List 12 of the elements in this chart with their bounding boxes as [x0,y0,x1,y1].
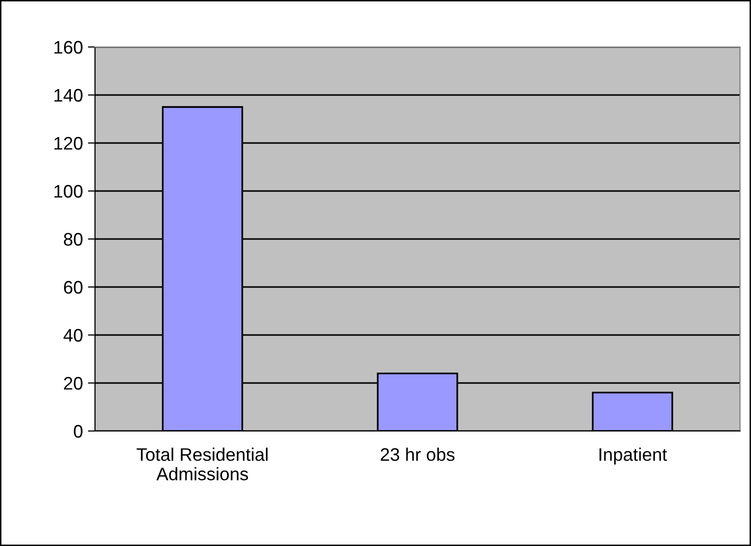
x-tick-label: Total Residential Admissions [136,448,268,480]
y-tick-label: 160 [54,40,82,54]
y-tick-label: 40 [64,328,82,342]
y-tick-label: 100 [54,184,82,198]
y-tick-label: 20 [64,376,82,390]
y-tick-label: 80 [64,232,82,246]
y-tick-label: 0 [74,424,82,438]
x-tick-label: Inpatient [600,448,668,464]
x-tick-label: 23 hr obs [380,448,454,461]
y-tick-label: 60 [64,280,82,294]
y-tick-label: 120 [54,136,82,150]
y-tick-label: 140 [54,88,82,102]
